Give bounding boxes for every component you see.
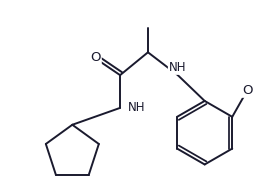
Text: O: O xyxy=(242,84,253,96)
Text: O: O xyxy=(90,51,100,64)
Text: NH: NH xyxy=(128,101,146,114)
Text: NH: NH xyxy=(169,61,187,74)
